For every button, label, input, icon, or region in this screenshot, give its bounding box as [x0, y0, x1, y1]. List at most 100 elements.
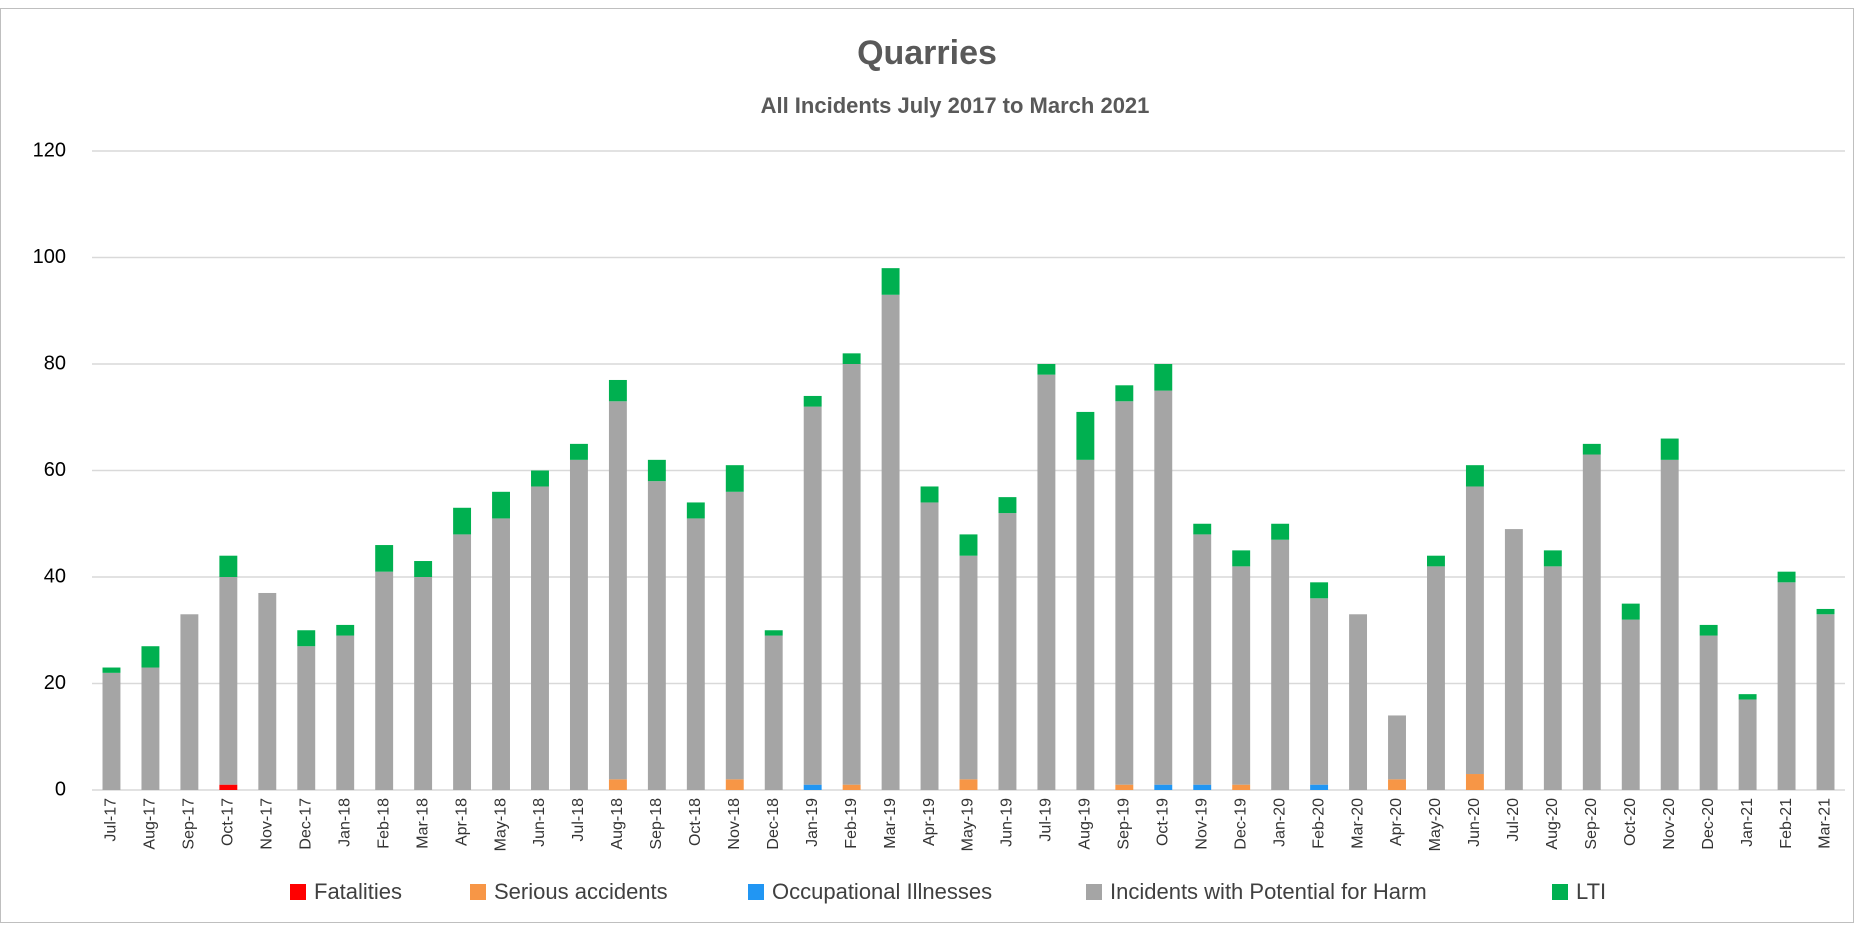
bar-segment	[336, 624, 355, 636]
x-tick-label: Jan-21	[1739, 798, 1756, 847]
bar-segment	[453, 534, 472, 790]
bar-segment	[1816, 608, 1835, 615]
x-tick-label: Jun-18	[531, 798, 548, 847]
x-tick-label: Sep-19	[1116, 798, 1133, 850]
bar-segment	[725, 779, 744, 790]
x-tick-label: Jun-19	[999, 798, 1016, 847]
x-tick-label: Aug-17	[142, 798, 159, 850]
bar-segment	[1582, 443, 1601, 455]
bar-segment	[686, 502, 705, 519]
bar-segment	[1427, 566, 1445, 790]
bar-segment	[608, 379, 627, 402]
legend-label: Incidents with Potential for Harm	[1110, 879, 1427, 904]
bar-segment	[1115, 385, 1134, 402]
bar-segment	[1582, 454, 1601, 790]
legend-swatch	[748, 884, 764, 900]
bar-segment	[1037, 374, 1056, 790]
x-tick-label: Aug-18	[609, 798, 626, 850]
x-tick-label: Jul-17	[103, 798, 120, 842]
bar-segment	[1193, 534, 1212, 785]
x-tick-label: Oct-17	[220, 798, 237, 846]
bar-segment	[1232, 784, 1251, 790]
bar-segment	[1465, 774, 1484, 790]
x-tick-label: Sep-18	[648, 798, 665, 850]
bar-segment	[1465, 465, 1484, 487]
y-tick-label: 40	[44, 565, 66, 587]
x-tick-label: Mar-20	[1349, 798, 1366, 849]
x-tick-label: Nov-20	[1661, 798, 1678, 850]
bar-segment	[959, 534, 978, 556]
chart-title: Quarries	[857, 34, 997, 72]
bar-segment	[1310, 582, 1329, 599]
bar-segment	[1037, 364, 1056, 375]
x-tick-label: May-19	[960, 798, 977, 851]
bar-segment	[219, 577, 238, 785]
bar-segment	[998, 497, 1017, 514]
bar-segment	[141, 646, 160, 668]
x-tick-label: Nov-17	[259, 798, 276, 850]
legend-swatch	[290, 884, 306, 900]
legend-label: Occupational Illnesses	[772, 879, 992, 904]
bar-segment	[141, 667, 160, 790]
bar-segment	[1621, 619, 1640, 790]
bar-segment	[803, 395, 822, 407]
x-tick-label: Nov-19	[1193, 798, 1210, 850]
bar-segment	[764, 635, 783, 790]
bar-segment	[959, 779, 978, 790]
x-tick-label: Jul-18	[570, 798, 587, 842]
bar-segment	[492, 491, 510, 519]
bar-segment	[1271, 523, 1290, 540]
bar-segment	[1465, 486, 1484, 775]
bar-segment	[219, 555, 238, 577]
bar-segment	[1504, 529, 1523, 790]
bar-segment	[1154, 390, 1173, 785]
bar-segment	[453, 507, 472, 535]
bar-segment	[297, 630, 316, 647]
bar-segment	[647, 459, 666, 482]
bar-segment	[531, 470, 549, 487]
bar-segment	[336, 635, 355, 790]
bar-segment	[803, 406, 822, 785]
legend-swatch	[1552, 884, 1568, 900]
bar-segment	[842, 784, 861, 790]
bar-segment	[881, 268, 900, 295]
bar-segment	[842, 353, 861, 364]
x-tick-label: Mar-21	[1817, 798, 1834, 849]
bar-segment	[531, 486, 549, 790]
x-tick-label: Dec-18	[765, 798, 782, 850]
x-tick-label: Mar-18	[414, 798, 431, 849]
x-tick-label: Oct-19	[1154, 798, 1171, 846]
x-tick-label: Aug-19	[1077, 798, 1094, 850]
bar-segment	[1154, 364, 1173, 391]
bar-segment	[414, 561, 433, 577]
y-tick-label: 100	[33, 246, 66, 268]
x-tick-label: Jul-19	[1038, 798, 1055, 842]
x-tick-label: Dec-20	[1700, 798, 1717, 850]
x-tick-label: Aug-20	[1544, 798, 1561, 850]
bar-segment	[920, 486, 939, 503]
bar-segment	[569, 443, 588, 460]
bar-segment	[1349, 614, 1368, 790]
bar-segment	[1115, 784, 1134, 790]
x-tick-label: Jun-20	[1466, 798, 1483, 847]
bar-segment	[1660, 438, 1679, 460]
bar-segment	[102, 667, 121, 673]
bar-segment	[1154, 784, 1173, 790]
bar-segment	[842, 364, 861, 785]
bar-segment	[1427, 555, 1445, 567]
x-tick-label: May-18	[492, 798, 509, 851]
bar-segment	[686, 518, 705, 790]
bar-segment	[881, 294, 900, 790]
bar-segment	[1193, 523, 1212, 535]
x-tick-label: Sep-20	[1583, 798, 1600, 850]
bar-segment	[1232, 566, 1251, 785]
bar-segment	[219, 784, 238, 790]
x-tick-label: Jan-19	[804, 798, 821, 847]
bar-segment	[102, 672, 121, 790]
x-tick-label: Oct-18	[687, 798, 704, 846]
bar-segment	[1310, 784, 1329, 790]
bar-segment	[998, 513, 1017, 790]
bar-segment	[1699, 635, 1718, 790]
bar-segment	[180, 614, 199, 790]
